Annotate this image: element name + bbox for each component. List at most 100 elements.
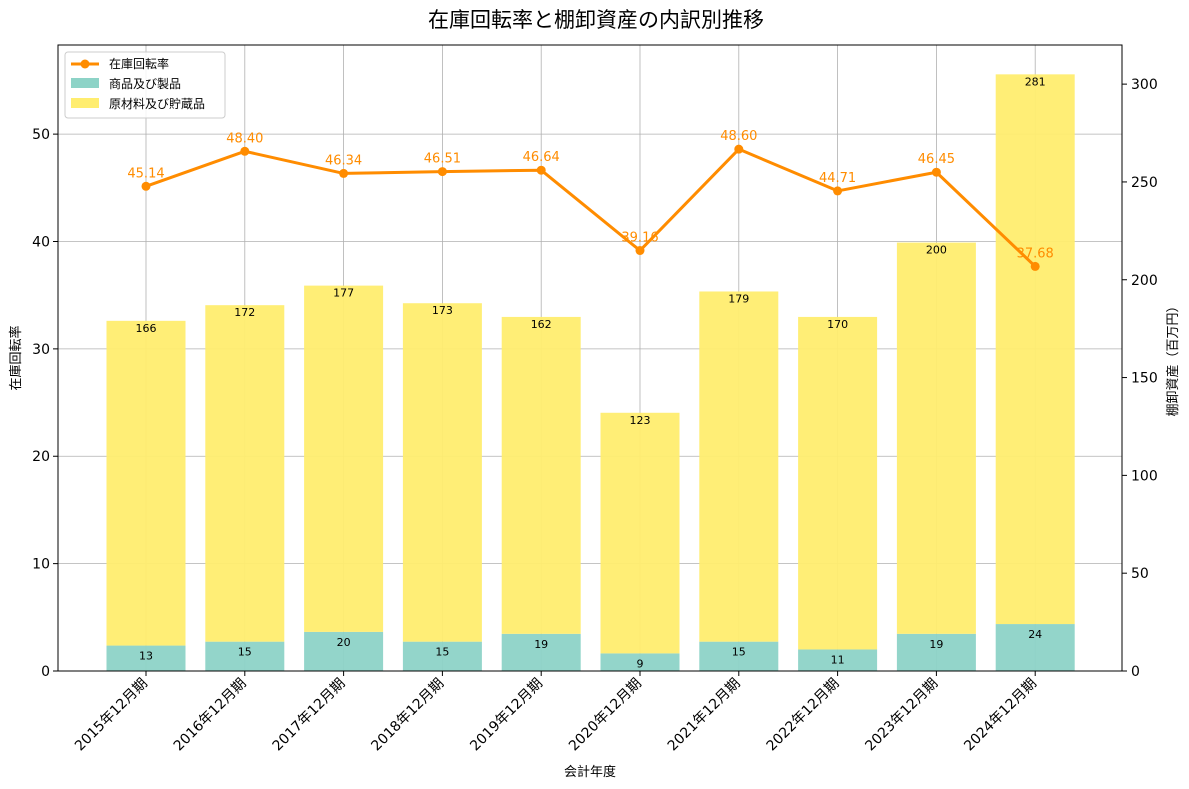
x-axis-tick-label: 2023年12月期 (862, 676, 941, 755)
turnover-label: 48.60 (720, 129, 757, 144)
right-axis-tick-label: 250 (1131, 175, 1158, 191)
turnover-label: 46.34 (325, 153, 362, 168)
bar-materials (402, 303, 482, 642)
turnover-point (931, 167, 941, 177)
left-axis-tick-label: 20 (32, 449, 50, 465)
bar-label-materials: 162 (531, 318, 552, 331)
turnover-label: 39.16 (621, 231, 658, 246)
x-axis-tick-label: 2022年12月期 (764, 676, 843, 755)
turnover-label: 46.64 (523, 150, 560, 165)
bar-label-products: 9 (637, 657, 644, 670)
turnover-label: 37.68 (1017, 246, 1054, 261)
legend-swatch-marker (80, 59, 90, 69)
bar-label-products: 19 (929, 638, 943, 651)
turnover-point (536, 165, 546, 175)
bar-label-products: 11 (831, 653, 845, 666)
bar-label-products: 15 (238, 646, 252, 659)
left-axis-tick-label: 40 (32, 234, 50, 250)
bar-labels: 13 166 15 172 20 177 15 173 19 162 9 123 15 179 11 170 1… (136, 75, 1046, 670)
turnover-point (339, 168, 349, 178)
bar-label-products: 13 (139, 650, 153, 663)
bar-label-materials: 281 (1025, 75, 1046, 88)
bar-label-products: 19 (534, 638, 548, 651)
bar-label-materials: 177 (333, 287, 354, 300)
left-axis: 0 10 20 30 40 50 (32, 127, 58, 680)
left-axis-tick-label: 10 (32, 557, 50, 573)
bar-label-materials: 166 (136, 322, 157, 335)
turnover-point (1030, 261, 1040, 271)
bar-materials (995, 74, 1075, 625)
x-axis-tick-label: 2019年12月期 (467, 676, 546, 755)
bar-label-products: 24 (1028, 628, 1042, 641)
bars (106, 74, 1075, 671)
right-axis-tick-label: 150 (1131, 371, 1158, 387)
bar-products (205, 641, 285, 671)
right-axis: 0 50 100 150 200 250 300 (1122, 77, 1158, 680)
bar-label-materials: 123 (630, 414, 651, 427)
legend-frame (64, 51, 226, 119)
turnover-point (734, 144, 744, 154)
bar-products (995, 624, 1075, 671)
bar-products (798, 649, 878, 671)
x-axis-tick-label: 2016年12月期 (171, 676, 250, 755)
bar-label-materials: 200 (926, 244, 947, 257)
x-axis-tick-label: 2021年12月期 (665, 676, 744, 755)
bar-label-products: 15 (732, 646, 746, 659)
bar-materials (304, 285, 384, 632)
left-axis-tick-label: 30 (32, 342, 50, 358)
x-axis-label: 会計年度 (564, 764, 616, 780)
bar-materials (106, 320, 186, 646)
x-axis-tick-label: 2017年12月期 (270, 676, 349, 755)
left-axis-tick-label: 0 (41, 664, 50, 680)
turnover-line (145, 147, 1037, 268)
turnover-point (635, 246, 645, 256)
line-layer: 45.14 48.40 46.34 46.51 46.64 39.16 48.60 44.71… (127, 129, 1054, 271)
right-axis-label: 棚卸資産（百万円） (1165, 299, 1181, 416)
right-axis-tick-label: 50 (1131, 566, 1149, 582)
bar-products (106, 645, 186, 671)
legend-swatch-products (71, 78, 99, 88)
bar-products (304, 631, 384, 671)
right-axis-tick-label: 300 (1131, 77, 1158, 93)
bar-products (600, 653, 680, 671)
bar-products (501, 633, 581, 671)
turnover-label: 45.14 (127, 166, 164, 181)
bar-label-materials: 173 (432, 304, 453, 317)
bar-materials (600, 412, 680, 654)
legend-swatch-materials (71, 98, 99, 108)
turnover-label: 48.40 (226, 131, 263, 146)
bar-materials (896, 242, 976, 634)
bar-products (402, 641, 482, 671)
chart-title: 在庫回転率と棚卸資産の内訳別推移 (428, 8, 764, 32)
left-axis-tick-label: 50 (32, 127, 50, 143)
turnover-point (437, 167, 447, 177)
legend-label-turnover: 在庫回転率 (109, 56, 169, 71)
x-axis-tick-label: 2015年12月期 (72, 676, 151, 755)
bar-label-materials: 170 (827, 318, 848, 331)
bar-materials (699, 291, 779, 642)
legend: 在庫回転率 商品及び製品 原材料及び貯蔵品 (64, 51, 226, 119)
right-axis-tick-label: 0 (1131, 664, 1140, 680)
turnover-label: 46.51 (424, 152, 461, 167)
bar-label-products: 20 (337, 636, 351, 649)
bar-label-products: 15 (435, 646, 449, 659)
x-axis-tick-label: 2020年12月期 (566, 676, 645, 755)
x-axis-tick-label: 2024年12月期 (961, 676, 1040, 755)
right-axis-tick-label: 200 (1131, 273, 1158, 289)
bar-label-materials: 179 (728, 292, 749, 305)
right-axis-tick-label: 100 (1131, 468, 1158, 484)
turnover-label: 46.45 (918, 152, 955, 167)
bar-label-materials: 172 (234, 306, 255, 319)
legend-label-products: 商品及び製品 (109, 76, 181, 91)
legend-label-materials: 原材料及び貯蔵品 (109, 97, 205, 111)
plot-frame (57, 44, 1123, 672)
left-axis-label: 在庫回転率 (8, 325, 24, 390)
bar-products (896, 633, 976, 671)
x-axis-tick-label: 2018年12月期 (368, 676, 447, 755)
bar-products (699, 641, 779, 671)
bar-materials (501, 316, 581, 634)
bar-materials (798, 316, 878, 650)
x-axis: 2015年12月期 2016年12月期 2017年12月期 2018年12月期 2019… (72, 671, 1040, 754)
turnover-point (240, 146, 250, 156)
